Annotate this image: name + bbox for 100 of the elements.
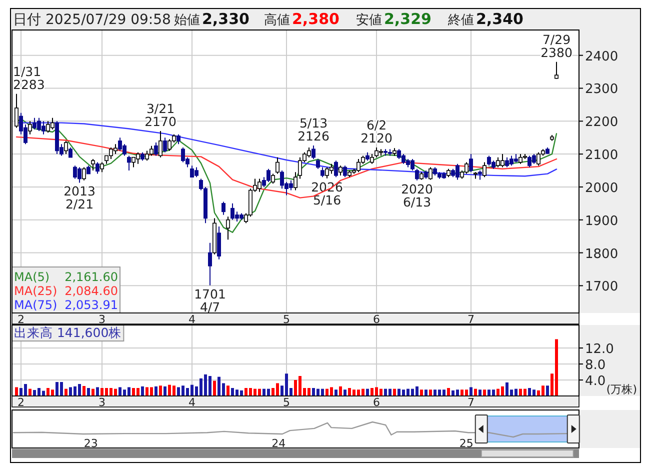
bar: [366, 388, 369, 396]
bar: [28, 388, 32, 396]
bar: [141, 386, 144, 396]
candlestick: [554, 61, 558, 80]
candlestick: [176, 134, 180, 145]
bar: [420, 390, 423, 396]
x-tick-label: 3: [98, 396, 106, 409]
candlestick: [158, 130, 162, 158]
y-tick-label: 1900: [585, 214, 618, 229]
text: 2,380: [292, 10, 340, 28]
y-tick-label: 2200: [585, 115, 618, 130]
bar: [424, 390, 428, 396]
bar: [483, 390, 486, 396]
candlestick: [222, 201, 226, 216]
bar: [474, 388, 477, 396]
bar: [82, 386, 86, 396]
text: MA(25): [14, 284, 58, 298]
candlestick: [276, 156, 280, 174]
bar: [478, 390, 482, 396]
bar: [15, 387, 18, 396]
candlestick: [482, 162, 486, 178]
text: 高値: [264, 12, 290, 28]
candlestick: [127, 155, 131, 172]
candlestick: [316, 158, 320, 170]
candlestick: [469, 154, 473, 173]
x-tick-label: 7: [468, 396, 474, 409]
text: 7/29 2380: [540, 32, 572, 60]
x-tick-label: 24: [272, 437, 286, 450]
x-tick-label: 4: [188, 313, 196, 326]
candlestick: [91, 158, 95, 172]
bar: [344, 390, 346, 396]
text: 5/13 2126: [298, 116, 330, 144]
x-tick-label: 6: [373, 313, 380, 326]
x-tick-label: 7: [468, 313, 474, 326]
text: 2,330: [202, 10, 250, 28]
bar: [164, 386, 166, 396]
text: 2,329: [384, 10, 432, 28]
y-tick-label: 12.0: [585, 342, 614, 357]
bar: [87, 388, 90, 396]
candlestick: [312, 145, 316, 160]
bar: [64, 388, 68, 396]
candlestick: [226, 216, 230, 240]
candlestick: [217, 226, 221, 260]
y-tick-label: 2300: [585, 82, 618, 98]
text: 2,340: [476, 10, 524, 28]
bar: [334, 390, 338, 396]
candlestick: [68, 146, 72, 158]
candlestick: [28, 120, 32, 135]
bar: [226, 386, 230, 396]
y-tick-label: 8.0: [585, 358, 606, 373]
candlestick: [14, 93, 18, 128]
x-tick-label: 23: [84, 437, 98, 450]
text: 終値: [447, 13, 474, 28]
y-axis-title: (万株): [606, 383, 637, 396]
candlestick: [343, 165, 347, 178]
annotation: 2,161.60: [64, 270, 118, 284]
x-tick-label: 5: [283, 313, 290, 326]
x-tick-label: 2: [18, 313, 24, 326]
candlestick: [208, 242, 212, 286]
candlestick: [294, 172, 298, 191]
x-tick-label: 25: [459, 437, 474, 450]
y-tick-label: 2400: [585, 49, 618, 64]
candlestick: [320, 166, 324, 178]
candlestick: [271, 173, 275, 184]
bar: [339, 386, 342, 396]
x-tick-label: 3: [98, 313, 106, 326]
annotation: 2,084.60: [64, 284, 118, 298]
candlestick: [370, 154, 374, 164]
x-tick-label: 6: [373, 396, 380, 409]
candlestick: [64, 140, 68, 155]
candlestick: [338, 165, 342, 176]
x-tick-label: 5: [283, 396, 290, 409]
candlestick: [82, 166, 86, 181]
text: MA(5): [14, 270, 50, 284]
candlestick: [415, 168, 419, 181]
text: 安値: [356, 12, 382, 28]
candlestick: [334, 160, 338, 178]
text: 3/21 2170: [144, 101, 176, 130]
bar: [154, 386, 158, 396]
bar: [470, 387, 472, 396]
bar: [429, 390, 432, 396]
bar: [92, 388, 94, 396]
bar: [159, 386, 162, 396]
text: 2013 2/21: [64, 184, 96, 212]
text: 1701 4/7: [194, 286, 226, 314]
text: 6/2 2120: [360, 117, 392, 146]
y-tick-label: 1700: [585, 280, 618, 295]
chart-title: 出来高 141,600株: [14, 325, 122, 340]
x-tick-label: 2: [18, 396, 24, 409]
candlestick: [428, 166, 432, 180]
candlestick: [154, 142, 158, 156]
y-tick-label: 4.0: [585, 374, 606, 389]
text: 1/31 2283: [13, 64, 45, 92]
text: 2020 6/13: [401, 181, 433, 210]
bar: [447, 388, 450, 396]
y-tick-label: 2100: [585, 148, 618, 164]
annotation: 2,053.91: [64, 298, 118, 312]
y-tick-label: 1800: [585, 246, 618, 262]
candlestick: [100, 162, 104, 173]
chart-title: 日付 2025/07/29 09:58: [13, 12, 171, 28]
